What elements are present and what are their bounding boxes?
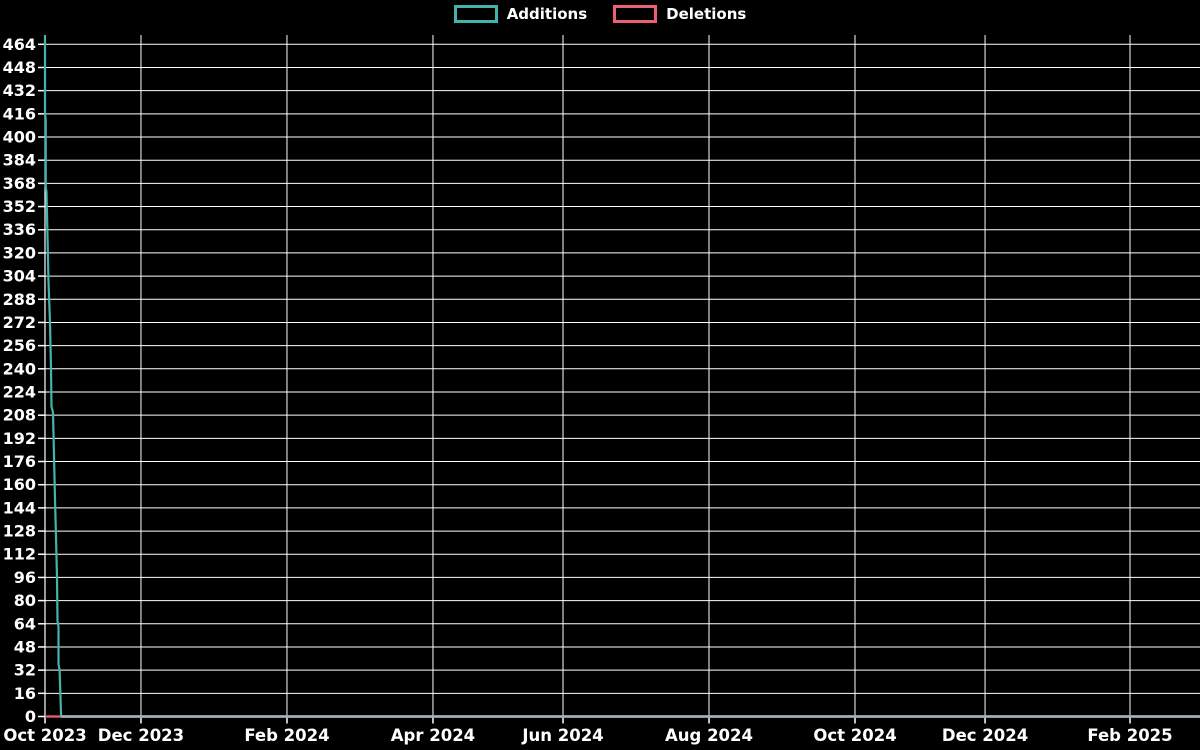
svg-text:416: 416 [3,104,36,123]
svg-text:Jun 2024: Jun 2024 [521,726,603,745]
horizontal-gridlines [45,43,1200,717]
svg-text:368: 368 [3,174,36,193]
svg-text:112: 112 [3,545,36,564]
svg-text:320: 320 [3,243,36,262]
svg-text:400: 400 [3,128,36,147]
svg-text:208: 208 [3,406,36,425]
chart-legend: Additions Deletions [0,5,1200,23]
legend-item-additions: Additions [453,4,588,23]
svg-text:144: 144 [3,498,36,517]
svg-text:0: 0 [25,707,36,726]
legend-label-deletions: Deletions [666,4,747,23]
svg-text:Feb 2024: Feb 2024 [244,726,329,745]
svg-text:272: 272 [3,313,36,332]
svg-text:304: 304 [3,267,36,286]
svg-text:352: 352 [3,197,36,216]
svg-text:64: 64 [14,614,36,633]
svg-text:192: 192 [3,429,36,448]
svg-text:160: 160 [3,475,36,494]
svg-text:Dec 2024: Dec 2024 [942,726,1028,745]
legend-label-additions: Additions [506,4,588,23]
additions-line [43,35,1200,718]
svg-text:48: 48 [14,637,36,656]
svg-text:432: 432 [3,81,36,100]
svg-text:176: 176 [3,452,36,471]
svg-text:Dec 2023: Dec 2023 [98,726,184,745]
svg-text:16: 16 [14,684,36,703]
svg-text:Apr 2024: Apr 2024 [391,726,475,745]
svg-text:336: 336 [3,220,36,239]
svg-text:Oct 2023: Oct 2023 [3,726,86,745]
svg-text:448: 448 [3,58,36,77]
svg-text:224: 224 [3,382,36,401]
legend-item-deletions: Deletions [613,5,746,23]
svg-text:256: 256 [3,336,36,355]
svg-text:96: 96 [14,568,36,587]
svg-text:240: 240 [3,359,36,378]
svg-text:384: 384 [3,151,36,170]
additions-swatch-icon [453,5,498,23]
y-axis-labels: 0 16 32 48 64 80 96 112 128 144 160 176 192 208 224 240… [3,35,36,726]
deletions-swatch-icon [613,5,658,23]
x-axis-labels: Oct 2023 Dec 2023 Feb 2024 Apr 2024 Jun 2024… [3,726,1172,745]
svg-text:80: 80 [14,591,36,610]
y-axis-tick-marks [38,43,45,718]
svg-text:Feb 2025: Feb 2025 [1087,726,1172,745]
svg-text:Oct 2024: Oct 2024 [813,726,896,745]
svg-text:Aug 2024: Aug 2024 [665,726,753,745]
svg-text:128: 128 [3,522,36,541]
svg-text:288: 288 [3,290,36,309]
svg-text:32: 32 [14,661,36,680]
svg-text:464: 464 [3,35,36,54]
